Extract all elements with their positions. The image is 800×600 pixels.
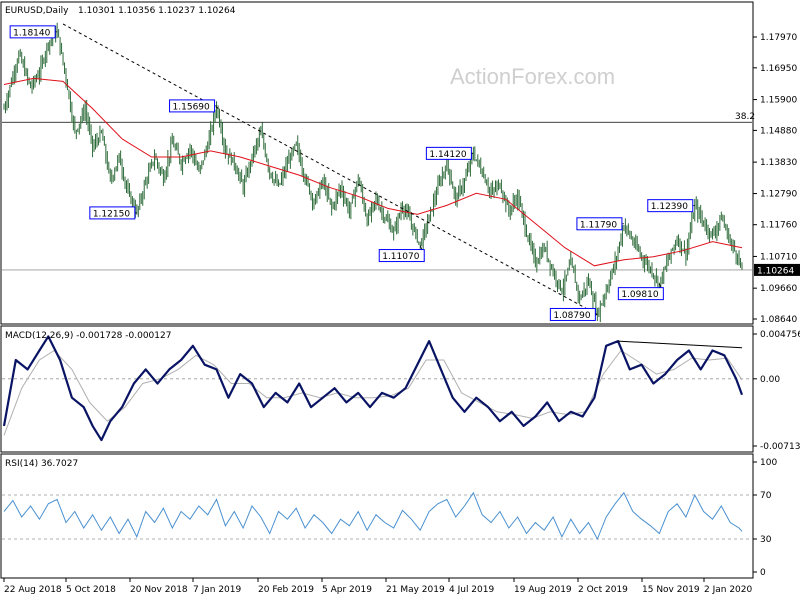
- macd-tick-label: -0.00713: [760, 442, 800, 452]
- x-tick-label: 5 Apr 2019: [322, 585, 372, 595]
- macd-panel: [0, 325, 754, 453]
- x-tick-label: 2 Jan 2020: [704, 585, 752, 595]
- falling-trendline: [62, 23, 598, 315]
- price-reference-lines: 38.2: [2, 112, 755, 271]
- x-tick-label: 20 Nov 2018: [130, 585, 188, 595]
- price-label-box: [169, 99, 216, 113]
- rsi-path: [3, 491, 743, 541]
- chart-header-ohlc: 1.10301 1.10356 1.10237 1.10264: [78, 6, 236, 16]
- price-label-box: [89, 206, 136, 220]
- price-label-box: [549, 307, 596, 321]
- price-label-box: [9, 25, 56, 39]
- trendlines: [62, 23, 598, 315]
- price-label-box: [576, 217, 623, 231]
- price-label-text: 1.14120: [429, 150, 466, 160]
- chart-header-symbol: EURUSD,Daily: [5, 6, 69, 16]
- price-label-text: 1.18140: [13, 28, 50, 38]
- x-tick-label: 15 Nov 2019: [642, 585, 700, 595]
- price-labels: 1.18140 1.15690 1.12150 1.11070 1.14120 1.087…: [9, 25, 695, 321]
- x-tick-label: 2 Oct 2019: [578, 585, 628, 595]
- price-label-box: [647, 199, 694, 213]
- price-label-text: 1.12390: [651, 202, 688, 212]
- price-tick-label: 1.13830: [760, 158, 797, 168]
- price-label-text: 1.08790: [553, 311, 590, 321]
- price-label-text: 1.15690: [173, 102, 210, 112]
- rsi-tick-label: 0: [760, 568, 766, 578]
- moving-average-path: [3, 77, 743, 267]
- macd-main-path: [2, 335, 744, 442]
- x-tick-label: 7 Jan 2019: [193, 585, 241, 595]
- macd-axis: 0.004756 0.00 -0.00713: [2, 330, 800, 452]
- price-label-box: [617, 287, 664, 301]
- price-label-box: [378, 249, 425, 263]
- price-tick-label: 1.10710: [760, 252, 797, 262]
- x-tick-label: 19 Aug 2019: [514, 585, 572, 595]
- x-tick-label: 4 Jul 2019: [449, 585, 494, 595]
- price-tick-label: 1.09660: [760, 284, 797, 294]
- macd-title: MACD(12,26,9) -0.001728 -0.000127: [5, 331, 171, 341]
- price-label-text: 1.12150: [93, 209, 130, 219]
- rsi-tick-label: 100: [760, 458, 777, 468]
- moving-average-line: [3, 77, 743, 267]
- price-label-box: [425, 146, 472, 160]
- candlesticks: [3, 22, 743, 323]
- rsi-tick-label: 30: [760, 535, 772, 545]
- x-axis: 22 Aug 2018 5 Oct 2018 20 Nov 2018 7 Jan 20…: [3, 578, 752, 595]
- fib-level-label: 38.2: [735, 112, 755, 122]
- price-axis: 1.17970 1.16950 1.15900 1.14880 1.13830 1.127…: [753, 33, 797, 325]
- price-tick-label: 1.12790: [760, 190, 797, 200]
- price-label-text: 1.09810: [621, 290, 658, 300]
- rsi-title: RSI(14) 36.7027: [5, 459, 78, 469]
- x-tick-label: 20 Feb 2019: [258, 585, 314, 595]
- rsi-tick-label: 70: [760, 491, 772, 501]
- watermark: ActionForex.com: [450, 64, 615, 89]
- price-tick-label: 1.14880: [760, 126, 797, 136]
- current-price-box: [754, 263, 800, 276]
- rsi-axis: 100 70 30 0: [2, 458, 777, 578]
- macd-divergence-line: [617, 340, 743, 349]
- macd-tick-label: 0.004756: [760, 330, 800, 340]
- price-panel: [0, 1, 754, 325]
- macd-tick-label: 0.00: [760, 375, 780, 385]
- current-price-text: 1.10264: [757, 266, 794, 276]
- price-tick-label: 1.11760: [760, 221, 797, 231]
- price-tick-label: 1.17970: [760, 33, 797, 43]
- x-tick-label: 5 Oct 2018: [66, 585, 116, 595]
- price-tick-label: 1.15900: [760, 96, 797, 106]
- macd-lines: [2, 335, 744, 442]
- current-price-marker: 1.10264: [754, 263, 800, 276]
- x-tick-label: 21 May 2019: [386, 585, 445, 595]
- price-tick-label: 1.08640: [760, 315, 797, 325]
- price-label-text: 1.11790: [580, 220, 617, 230]
- price-label-text: 1.11070: [382, 252, 419, 262]
- x-tick-label: 22 Aug 2018: [4, 585, 62, 595]
- rsi-line: [3, 491, 743, 541]
- price-tick-label: 1.16950: [760, 64, 797, 74]
